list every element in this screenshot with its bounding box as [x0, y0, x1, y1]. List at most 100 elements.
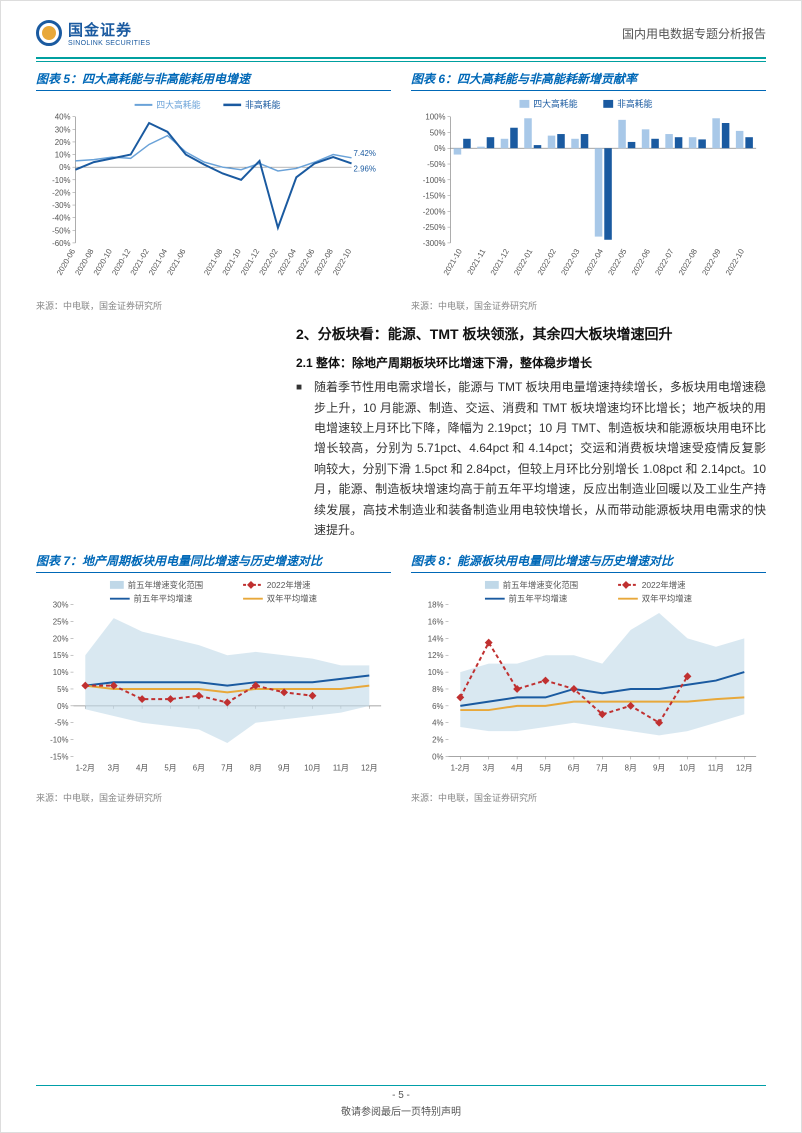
report-title: 国内用电数据专题分析报告 — [622, 25, 766, 42]
svg-text:非高耗能: 非高耗能 — [617, 98, 653, 109]
svg-text:-5%: -5% — [55, 719, 69, 728]
svg-text:5月: 5月 — [164, 764, 176, 773]
svg-text:20%: 20% — [53, 635, 69, 644]
svg-text:7.42%: 7.42% — [354, 149, 376, 158]
svg-text:12月: 12月 — [361, 764, 378, 773]
bullet-icon: ■ — [296, 379, 302, 396]
svg-text:2022-09: 2022-09 — [700, 247, 722, 277]
svg-text:前五年平均增速: 前五年平均增速 — [134, 594, 193, 604]
section2-paragraph-text: 随着季节性用电需求增长，能源与 TMT 板块用电量增速持续增长，多板块用电增速稳… — [314, 380, 766, 537]
svg-text:10月: 10月 — [304, 764, 321, 773]
svg-text:2022-08: 2022-08 — [677, 247, 700, 277]
svg-text:9月: 9月 — [653, 764, 665, 773]
svg-text:6月: 6月 — [193, 764, 205, 773]
svg-text:6月: 6月 — [568, 764, 580, 773]
svg-text:-200%: -200% — [423, 207, 446, 216]
svg-text:2%: 2% — [432, 736, 443, 745]
svg-text:4%: 4% — [432, 719, 443, 728]
section2-heading: 2、分板块看：能源、TMT 板块领涨，其余四大板块增速回升 — [296, 324, 766, 344]
header-divider — [36, 57, 766, 59]
chart5-title: 图表 5：四大高耗能与非高能耗用电增速 — [36, 70, 391, 91]
svg-text:-30%: -30% — [52, 201, 70, 210]
logo-icon — [36, 20, 62, 46]
svg-text:双年平均增速: 双年平均增速 — [267, 594, 318, 604]
company-logo-block: 国金证券 SINOLINK SECURITIES — [36, 19, 150, 47]
page-header: 国金证券 SINOLINK SECURITIES 国内用电数据专题分析报告 — [1, 1, 801, 57]
svg-text:9月: 9月 — [278, 764, 290, 773]
chart6-title: 图表 6：四大高耗能与非高能耗新增贡献率 — [411, 70, 766, 91]
svg-text:-15%: -15% — [50, 753, 68, 762]
svg-text:12月: 12月 — [736, 764, 753, 773]
svg-text:16%: 16% — [428, 618, 444, 627]
svg-text:3月: 3月 — [483, 764, 495, 773]
svg-text:11月: 11月 — [708, 764, 724, 773]
svg-text:-250%: -250% — [423, 223, 446, 232]
svg-text:14%: 14% — [428, 635, 444, 644]
svg-text:6%: 6% — [432, 702, 443, 711]
section2-paragraph: ■ 随着季节性用电需求增长，能源与 TMT 板块用电量增速持续增长，多板块用电增… — [296, 377, 766, 540]
svg-text:2022年增速: 2022年增速 — [642, 580, 686, 590]
chart7-svg: 前五年增速变化范围2022年增速前五年平均增速双年平均增速-15%-10%-5%… — [36, 577, 391, 784]
svg-text:25%: 25% — [53, 618, 69, 627]
svg-text:0%: 0% — [59, 163, 70, 172]
footer-divider — [36, 1085, 766, 1086]
chart5-source: 来源：中电联，国金证券研究所 — [36, 297, 391, 312]
chart6-source: 来源：中电联，国金证券研究所 — [411, 297, 766, 312]
svg-text:4月: 4月 — [511, 764, 523, 773]
company-name-cn: 国金证券 — [68, 19, 150, 40]
svg-text:0%: 0% — [432, 753, 443, 762]
svg-text:-150%: -150% — [423, 192, 446, 201]
svg-text:10%: 10% — [53, 668, 69, 677]
chart7-title: 图表 7：地产周期板块用电量同比增速与历史增速对比 — [36, 552, 391, 573]
page-number: - 5 - — [1, 1090, 801, 1101]
svg-text:2022-02: 2022-02 — [536, 247, 558, 277]
svg-text:前五年增速变化范围: 前五年增速变化范围 — [128, 580, 203, 590]
chart8-title: 图表 8：能源板块用电量同比增速与历史增速对比 — [411, 552, 766, 573]
svg-text:1-2月: 1-2月 — [451, 764, 470, 773]
svg-text:15%: 15% — [53, 652, 69, 661]
svg-text:2021-06: 2021-06 — [165, 247, 188, 277]
svg-text:-60%: -60% — [52, 239, 70, 248]
svg-text:双年平均增速: 双年平均增速 — [642, 594, 693, 604]
svg-text:30%: 30% — [55, 125, 71, 134]
svg-text:10月: 10月 — [679, 764, 696, 773]
svg-text:2022年增速: 2022年增速 — [267, 580, 311, 590]
svg-text:2.96%: 2.96% — [354, 164, 376, 173]
svg-text:11月: 11月 — [333, 764, 349, 773]
svg-text:-50%: -50% — [427, 160, 445, 169]
svg-text:2021-12: 2021-12 — [489, 247, 511, 277]
svg-text:2022-10: 2022-10 — [724, 247, 747, 277]
svg-text:5%: 5% — [57, 685, 68, 694]
chart6-svg: 四大高耗能非高耗能-300%-250%-200%-150%-100%-50%0%… — [411, 95, 766, 292]
svg-text:12%: 12% — [428, 652, 444, 661]
svg-text:3月: 3月 — [108, 764, 120, 773]
svg-text:100%: 100% — [425, 113, 445, 122]
svg-text:前五年增速变化范围: 前五年增速变化范围 — [503, 580, 578, 590]
svg-text:5月: 5月 — [539, 764, 551, 773]
svg-text:10%: 10% — [55, 151, 71, 160]
svg-text:18%: 18% — [428, 601, 444, 610]
svg-text:2021-11: 2021-11 — [465, 247, 487, 276]
svg-text:30%: 30% — [53, 601, 69, 610]
svg-text:-100%: -100% — [423, 176, 446, 185]
svg-text:-20%: -20% — [52, 188, 70, 197]
svg-text:2022-06: 2022-06 — [630, 247, 653, 277]
svg-text:8月: 8月 — [625, 764, 637, 773]
svg-text:8%: 8% — [432, 685, 443, 694]
svg-text:4月: 4月 — [136, 764, 148, 773]
svg-text:-40%: -40% — [52, 214, 70, 223]
chart7-source: 来源：中电联，国金证券研究所 — [36, 789, 391, 804]
svg-text:50%: 50% — [430, 128, 446, 137]
svg-text:0%: 0% — [57, 702, 68, 711]
svg-text:2022-10: 2022-10 — [331, 247, 354, 277]
svg-text:8月: 8月 — [250, 764, 262, 773]
chart5-svg: 四大高耗能非高耗能-60%-50%-40%-30%-20%-10%0%10%20… — [36, 95, 391, 292]
svg-text:0%: 0% — [434, 144, 445, 153]
svg-text:-10%: -10% — [52, 176, 70, 185]
svg-text:四大高耗能: 四大高耗能 — [533, 98, 577, 109]
svg-text:20%: 20% — [55, 138, 71, 147]
svg-text:-50%: -50% — [52, 226, 70, 235]
svg-text:40%: 40% — [55, 113, 71, 122]
company-name-en: SINOLINK SECURITIES — [68, 40, 150, 47]
svg-text:四大高耗能: 四大高耗能 — [156, 99, 200, 110]
